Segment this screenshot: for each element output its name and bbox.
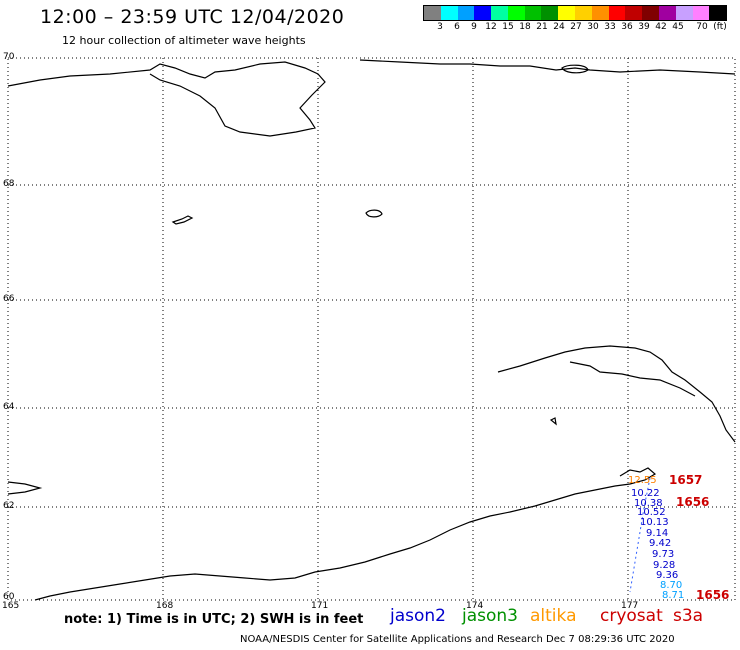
map-title: 12:00 – 23:59 UTC 12/04/2020 xyxy=(40,6,345,28)
legend-unit: (ft) xyxy=(713,22,727,32)
legend-tick: 33 xyxy=(604,22,616,32)
data-source-credit: NOAA/NESDIS Center for Satellite Applica… xyxy=(240,634,675,645)
islet xyxy=(171,215,194,225)
graticule xyxy=(8,57,735,600)
island xyxy=(561,64,589,74)
legend-swatch xyxy=(625,6,643,20)
lat-label: 64 xyxy=(3,402,15,412)
legend-swatch xyxy=(709,6,727,20)
legend-swatch xyxy=(457,6,475,20)
chukotka-coastline xyxy=(7,61,326,137)
island xyxy=(365,209,383,218)
map-frame xyxy=(7,57,736,601)
lat-label: 62 xyxy=(3,501,15,511)
observation-time: 1656 xyxy=(676,495,710,509)
legend-swatch xyxy=(424,6,441,20)
lon-label: 171 xyxy=(311,601,329,611)
legend-tick-labels: 3 6 9 12 15 18 21 24 27 30 33 36 39 42 4… xyxy=(423,21,727,33)
lon-label: 177 xyxy=(621,601,639,611)
legend-swatch xyxy=(608,6,626,20)
legend-tick: 24 xyxy=(553,22,565,32)
legend-swatches xyxy=(423,5,727,21)
legend-tick: 18 xyxy=(519,22,531,32)
island xyxy=(549,417,557,426)
satellite-label: altika xyxy=(530,606,577,626)
legend-swatch xyxy=(591,6,609,20)
legend-tick: 36 xyxy=(621,22,633,32)
legend-swatch xyxy=(575,6,592,20)
alaska-south-coastline xyxy=(34,467,657,601)
legend-swatch xyxy=(541,6,559,20)
lat-label: 60 xyxy=(3,592,15,602)
observation-time: 1656 xyxy=(696,588,730,602)
color-legend: 3 6 9 12 15 18 21 24 27 30 33 36 39 42 4… xyxy=(423,5,727,33)
wave-height-value: 9.14 xyxy=(646,528,669,539)
wave-height-value: 10.52 xyxy=(637,507,666,518)
legend-swatch xyxy=(474,6,492,20)
legend-tick: 42 xyxy=(655,22,667,32)
legend-swatch xyxy=(507,6,525,20)
satellite-label: cryosat xyxy=(600,606,663,626)
seward-coastline xyxy=(497,345,736,443)
wave-height-value: 9.73 xyxy=(652,549,675,560)
wave-height-value: 10.13 xyxy=(640,517,669,528)
legend-tick: 21 xyxy=(536,22,548,32)
legend-tick: 15 xyxy=(502,22,514,32)
legend-tick: 27 xyxy=(570,22,582,32)
lon-label: 165 xyxy=(2,601,20,611)
wave-height-value: 12.55 xyxy=(628,475,657,486)
wave-height-value: 9.28 xyxy=(653,560,676,571)
satellite-label: jason3 xyxy=(462,606,518,626)
legend-tick: 39 xyxy=(638,22,650,32)
satellite-label: jason2 xyxy=(390,606,446,626)
map-subtitle: 12 hour collection of altimeter wave hei… xyxy=(62,34,306,47)
lon-label: 174 xyxy=(466,601,484,611)
legend-swatch xyxy=(558,6,576,20)
lat-label: 66 xyxy=(3,294,15,304)
lat-label: 68 xyxy=(3,179,15,189)
legend-tick: 30 xyxy=(587,22,599,32)
wave-height-value: 8.71 xyxy=(662,590,685,601)
legend-tick: 3 xyxy=(437,22,443,32)
seward-inlet xyxy=(569,361,696,397)
observation-time: 1657 xyxy=(669,473,703,487)
legend-swatch xyxy=(491,6,508,20)
legend-swatch xyxy=(675,6,693,20)
legend-tick: 6 xyxy=(454,22,460,32)
legend-swatch xyxy=(658,6,676,20)
legend-swatch xyxy=(440,6,458,20)
legend-tick: 70 xyxy=(696,22,708,32)
wave-height-value: 10.38 xyxy=(634,498,663,509)
legend-tick: 9 xyxy=(471,22,477,32)
legend-tick: 45 xyxy=(672,22,684,32)
north-coastline xyxy=(359,59,736,75)
coastlines xyxy=(7,59,736,601)
west-peninsula xyxy=(7,481,43,495)
legend-swatch xyxy=(692,6,710,20)
satellite-ground-track xyxy=(629,477,651,593)
lat-label: 70 xyxy=(3,52,15,62)
legend-tick: 12 xyxy=(485,22,497,32)
lon-label: 168 xyxy=(156,601,174,611)
wave-height-value: 9.42 xyxy=(649,538,672,549)
satellite-label: s3a xyxy=(673,606,704,626)
wave-height-value: 10.22 xyxy=(631,488,660,499)
wave-height-value: 8.70 xyxy=(660,580,683,591)
legend-swatch xyxy=(524,6,542,20)
footnote: note: 1) Time is in UTC; 2) SWH is in fe… xyxy=(64,612,364,627)
wave-height-value: 9.36 xyxy=(656,570,679,581)
legend-swatch xyxy=(642,6,659,20)
